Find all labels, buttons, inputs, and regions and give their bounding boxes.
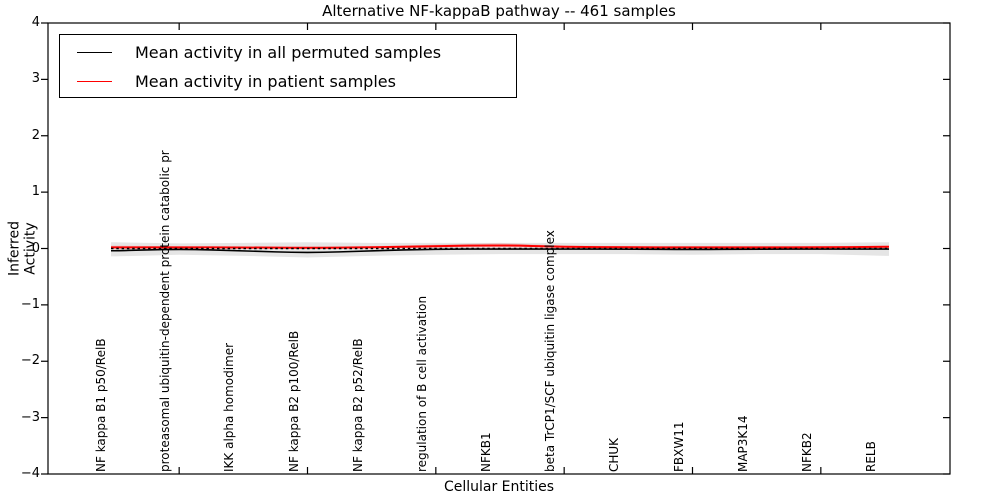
y-tick-label: 1 — [31, 184, 40, 200]
x-tick-label: RELB — [864, 441, 878, 472]
x-tick-label: IKK alpha homodimer — [222, 342, 237, 472]
x-tick-label: regulation of B cell activation — [414, 295, 429, 472]
permuted-confidence-band — [111, 242, 889, 258]
x-tick-label: proteasomal ubiquitin-dependent protein … — [158, 150, 173, 472]
y-tick-label: −4 — [20, 466, 40, 481]
patient-line — [111, 244, 889, 249]
patient-line-swatch — [77, 81, 112, 82]
x-tick-label: CHUK — [607, 437, 622, 472]
y-tick-label: −2 — [20, 353, 40, 369]
y-tick-label: 0 — [31, 240, 40, 256]
x-tick-label: MAP3K14 — [735, 415, 750, 472]
x-axis-label: Cellular Entities — [443, 479, 555, 495]
chart-title: Alternative NF-kappaB pathway -- 461 sam… — [322, 2, 676, 20]
legend-label: Mean activity in all permuted samples — [135, 43, 442, 62]
y-tick-label: 2 — [31, 127, 40, 143]
x-tick-label: NF kappa B2 p52/RelB — [350, 338, 365, 472]
x-tick-label: NF kappa B1 p50/RelB — [94, 338, 108, 472]
x-tick-label: NFKB1 — [479, 432, 493, 472]
y-tick-label: 3 — [31, 71, 40, 87]
x-tick-label: beta TrCP1/SCF ubiquitin ligase complex — [543, 230, 558, 472]
legend-item-permuted: Mean activity in all permuted samples — [60, 38, 516, 67]
legend: Mean activity in all permuted samples Me… — [59, 34, 517, 98]
y-tick-label: −1 — [20, 296, 40, 312]
x-tick-label: NFKB2 — [799, 432, 814, 472]
x-tick-label: NF kappa B2 p100/RelB — [286, 330, 301, 472]
permuted-line-swatch — [77, 52, 112, 53]
y-tick-label: −3 — [20, 409, 40, 425]
legend-label: Mean activity in patient samples — [135, 72, 396, 91]
x-tick-label: FBXW11 — [671, 421, 686, 473]
legend-item-patient: Mean activity in patient samples — [60, 67, 516, 96]
y-tick-label: 4 — [31, 15, 40, 30]
